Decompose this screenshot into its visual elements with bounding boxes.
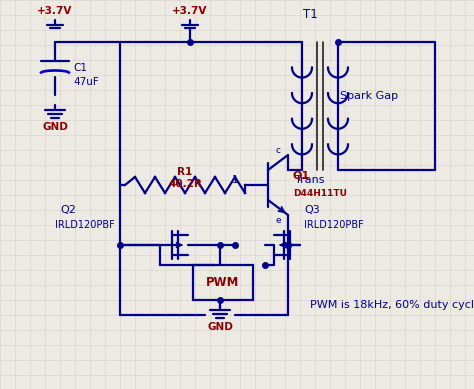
Text: c: c xyxy=(276,145,281,154)
Text: D44H11TU: D44H11TU xyxy=(293,189,347,198)
Text: PWM: PWM xyxy=(206,276,240,289)
Text: IRLD120PBF: IRLD120PBF xyxy=(304,220,364,230)
Text: Q3: Q3 xyxy=(304,205,320,215)
Text: Q1: Q1 xyxy=(293,170,310,180)
Text: +3.7V: +3.7V xyxy=(37,6,73,16)
Text: 40.2R: 40.2R xyxy=(168,179,202,189)
Text: R1: R1 xyxy=(177,167,192,177)
Text: IRLD120PBF: IRLD120PBF xyxy=(55,220,115,230)
Text: GND: GND xyxy=(207,322,233,332)
Text: 1: 1 xyxy=(231,175,238,185)
Text: Trans: Trans xyxy=(295,175,325,185)
Bar xyxy=(193,265,253,300)
Text: Q2: Q2 xyxy=(60,205,76,215)
Text: GND: GND xyxy=(42,122,68,132)
Text: T1: T1 xyxy=(302,8,318,21)
Text: C1: C1 xyxy=(73,63,87,73)
Text: 47uF: 47uF xyxy=(73,77,99,87)
Text: +3.7V: +3.7V xyxy=(173,6,208,16)
Text: e: e xyxy=(276,216,282,224)
Text: PWM is 18kHz, 60% duty cycle: PWM is 18kHz, 60% duty cycle xyxy=(310,300,474,310)
Text: Spark Gap: Spark Gap xyxy=(340,91,398,101)
